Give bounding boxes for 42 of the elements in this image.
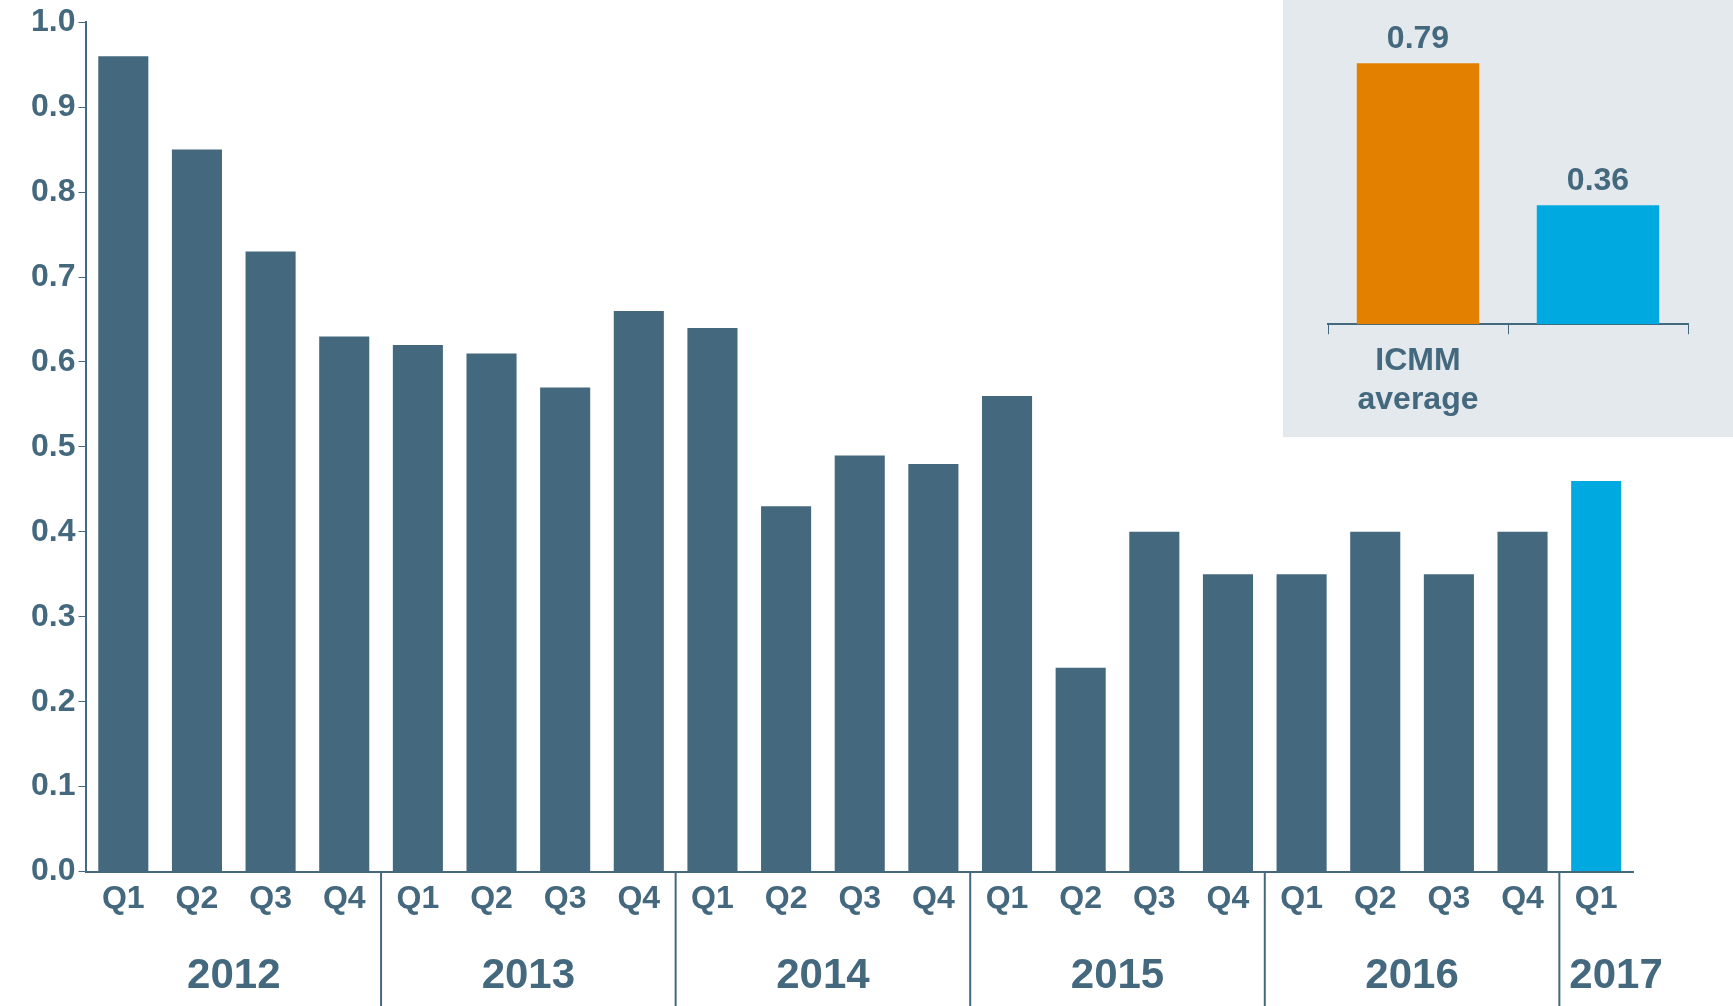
text: 2016 [1365, 950, 1459, 998]
x-tick-label: Q4 [322, 878, 366, 915]
bar [1571, 480, 1622, 872]
x-tick-label: Q1 [101, 878, 145, 915]
x-tick-label: Q4 [1501, 878, 1545, 915]
x-tick-label: Q1 [1574, 878, 1618, 915]
y-tick-label: 0.7 [31, 256, 76, 293]
y-tick-label: 0.8 [31, 171, 76, 208]
y-tick-label: 0.5 [31, 426, 76, 463]
x-tick-label: Q4 [912, 878, 955, 915]
y-tick-label: 0.4 [31, 511, 76, 548]
x-tick-label: Q4 [1206, 878, 1250, 915]
x-tick-label: Q3 [249, 878, 292, 915]
y-tick-label: 1.0 [31, 2, 76, 39]
x-tick-label: Q3 [1132, 878, 1176, 915]
x-tick-label: Q2 [1059, 878, 1103, 915]
x-tick-label: Q4 [617, 878, 661, 915]
x-tick-label: Q1 [691, 878, 734, 915]
x-tick-label: Q3 [838, 878, 882, 915]
x-tick-label: Q1 [396, 878, 440, 915]
y-tick-label: 0.9 [31, 86, 76, 123]
x-tick-label: Q3 [1427, 878, 1471, 915]
x-tick-label: Q1 [985, 878, 1029, 915]
x-tick-label: Q2 [470, 878, 513, 915]
y-tick-label: 0.0 [31, 851, 76, 888]
text: 2012 [187, 950, 281, 998]
x-tick-label: ICMM average [1357, 341, 1479, 416]
x-tick-label: Q1 [1280, 878, 1323, 915]
data-label: 0.36 [1566, 161, 1630, 198]
x-tick-label: Q2 [764, 878, 808, 915]
x-tick-label: Q2 [1353, 878, 1397, 915]
text: 2015 [1070, 950, 1165, 998]
y-tick-label: 0.2 [31, 681, 76, 718]
text: 2013 [481, 950, 576, 998]
y-tick-label: 0.3 [31, 596, 76, 633]
text: 2017 [1569, 950, 1663, 998]
y-tick-label: 0.1 [31, 766, 76, 803]
x-tick-label: Q3 [543, 878, 587, 915]
data-label: 0.79 [1386, 19, 1450, 56]
x-tick-label: Q2 [175, 878, 219, 915]
y-tick-label: 0.6 [31, 341, 76, 378]
text: 2014 [776, 950, 871, 998]
